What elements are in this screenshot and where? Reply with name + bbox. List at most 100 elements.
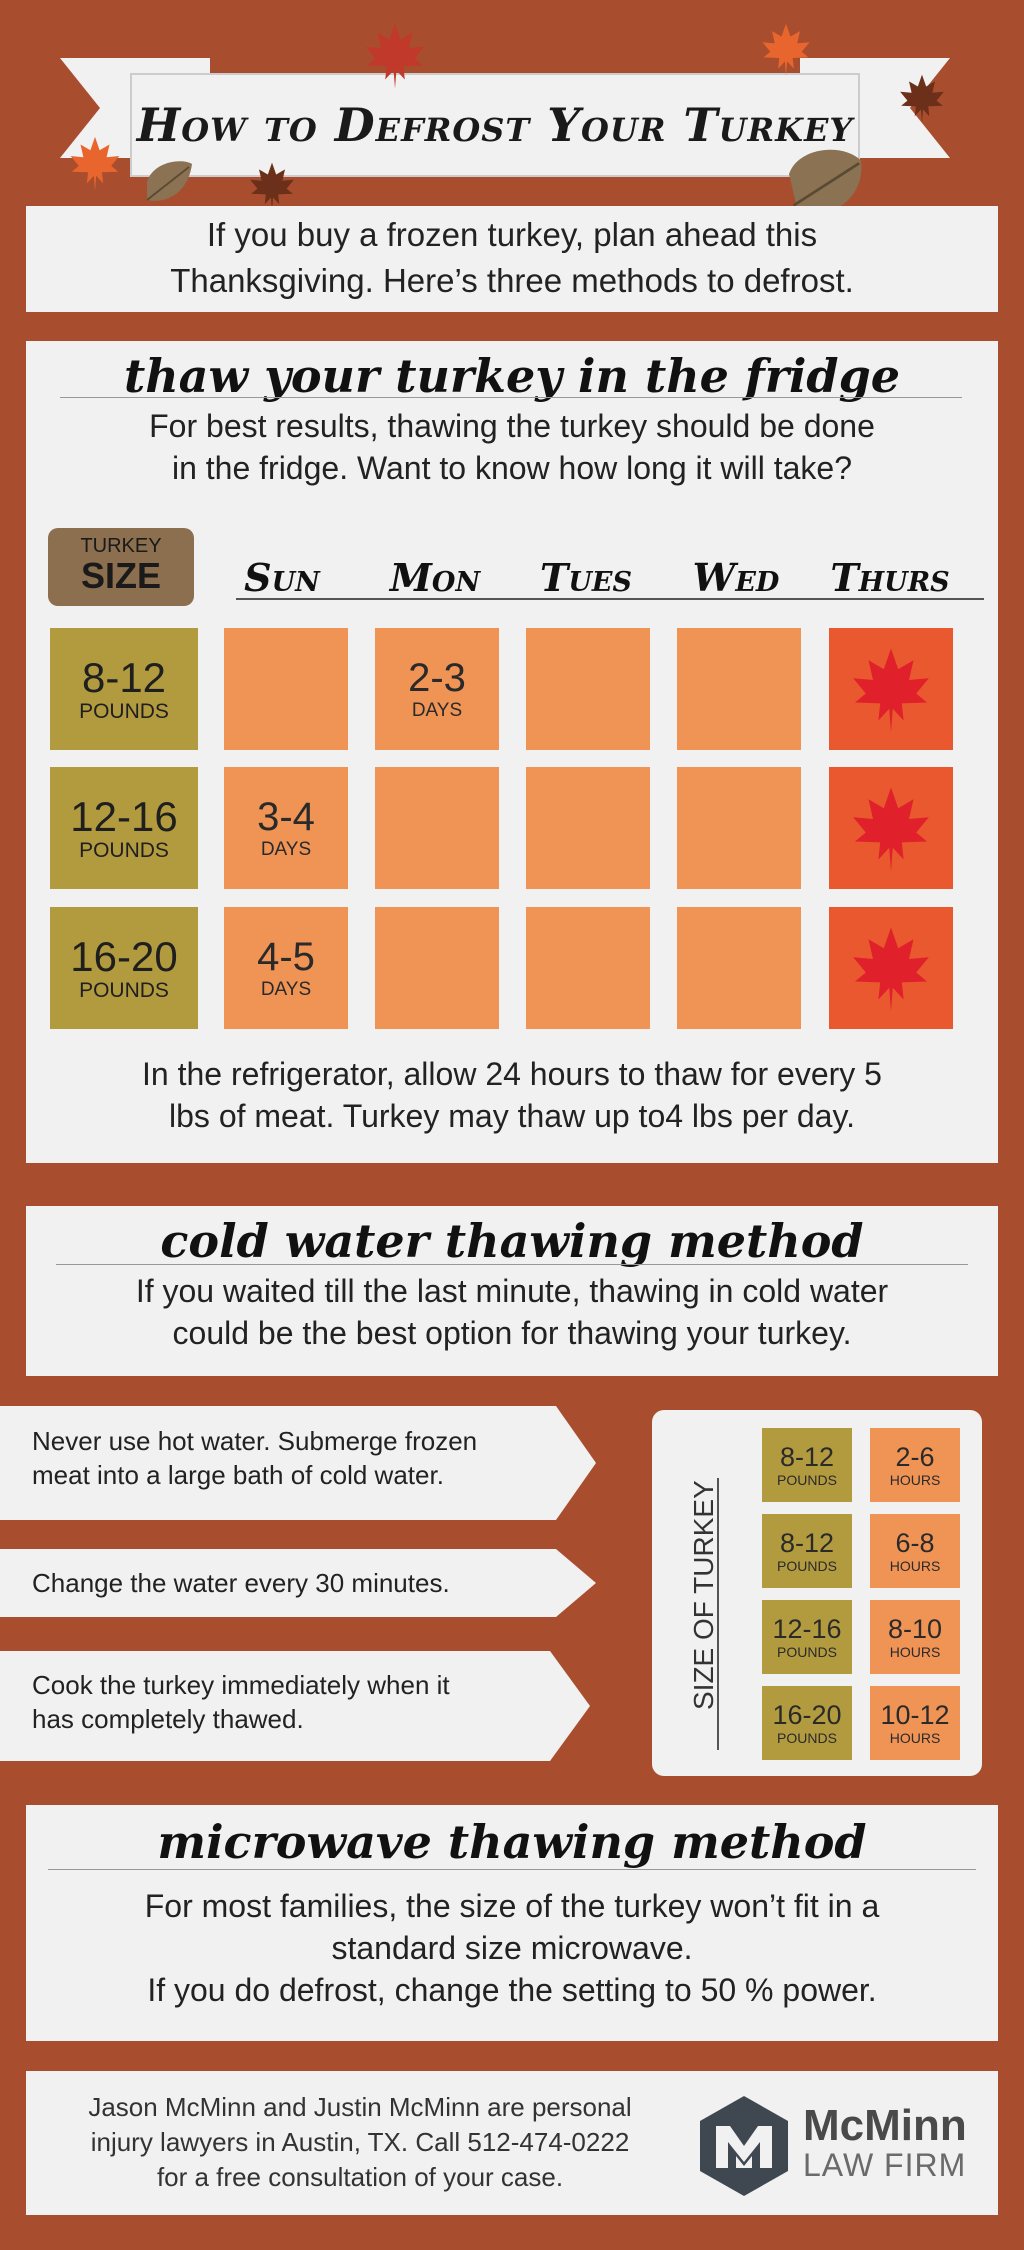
weight-cell: 12-16 POUNDS [50, 767, 198, 889]
time-unit: HOURS [889, 1558, 941, 1574]
fridge-note-line: In the refrigerator, allow 24 hours to t… [142, 1056, 882, 1092]
time-cell: 8-10 HOURS [870, 1600, 960, 1674]
time-cell: 2-6 HOURS [870, 1428, 960, 1502]
weight-value: 16-20 [772, 1700, 842, 1730]
title-banner: How to Defrost Your Turkey [130, 73, 860, 177]
day-cell [677, 628, 801, 750]
tip-arrow-shape [0, 1549, 596, 1617]
footer-line: Jason McMinn and Justin McMinn are perso… [88, 2092, 632, 2122]
day-cell [526, 767, 650, 889]
thaw-duration-unit: DAYS [411, 700, 463, 721]
cold-water-section: cold water thawing method If you waited … [26, 1206, 998, 1376]
tip-line: meat into a large bath of cold water. [32, 1460, 444, 1490]
intro-text: If you buy a frozen turkey, plan ahead t… [26, 206, 998, 304]
microwave-title-rule [48, 1869, 976, 1870]
fridge-description: For best results, thawing the turkey sho… [26, 405, 998, 489]
fridge-section: thaw your turkey in the fridge For best … [26, 341, 998, 1163]
thursday-cell [829, 628, 953, 750]
footer-text: Jason McMinn and Justin McMinn are perso… [40, 2090, 680, 2195]
weight-cell: 8-12 POUNDS [50, 628, 198, 750]
size-of-turkey-rule [717, 1478, 719, 1750]
weight-value: 12-16 [70, 793, 178, 840]
cold-water-title: cold water thawing method [160, 1214, 864, 1268]
maple-leaf-icon [250, 162, 294, 211]
maple-leaf-icon [853, 927, 929, 1012]
size-of-turkey-label: SIZE OF TURKEY [688, 1480, 719, 1710]
microwave-description-line: standard size microwave. [331, 1930, 693, 1966]
weight-value: 8-12 [779, 1528, 835, 1558]
time-unit: HOURS [889, 1730, 941, 1746]
day-cell [375, 767, 499, 889]
tip-arrow-shape [0, 1651, 590, 1761]
day-cell [526, 907, 650, 1029]
day-cell [375, 907, 499, 1029]
tip-item: Change the water every 30 minutes. [32, 1566, 450, 1600]
weight-cell: 8-12 POUNDS [762, 1428, 852, 1502]
weight-cell: 12-16 POUNDS [762, 1600, 852, 1674]
maple-leaf-icon [365, 23, 425, 89]
leaf-icon [789, 149, 862, 214]
page-title: How to Defrost Your Turkey [136, 98, 854, 152]
maple-leaf-icon [70, 136, 120, 191]
intro-panel: If you buy a frozen turkey, plan ahead t… [26, 206, 998, 312]
weight-unit: POUNDS [777, 1472, 837, 1488]
tip-line: has completely thawed. [32, 1704, 304, 1734]
thaw-duration-unit: DAYS [260, 979, 312, 1000]
time-value: 8-10 [887, 1614, 943, 1644]
tip-item: Cook the turkey immediately when it has … [32, 1668, 450, 1736]
time-unit: HOURS [889, 1644, 941, 1660]
leaf-icon [146, 161, 192, 201]
weight-value: 16-20 [70, 933, 178, 980]
fridge-description-line: For best results, thawing the turkey sho… [149, 408, 875, 444]
weight-cell: 16-20 POUNDS [50, 907, 198, 1029]
day-cell: 4-5 DAYS [224, 907, 348, 1029]
day-cell [677, 907, 801, 1029]
day-header-tues: Tues [540, 555, 632, 600]
intro-line: If you buy a frozen turkey, plan ahead t… [206, 216, 818, 253]
fridge-note: In the refrigerator, allow 24 hours to t… [26, 1053, 998, 1137]
day-header-rule [236, 598, 984, 600]
day-header-mon: Mon [389, 555, 481, 600]
day-header-wed: Wed [692, 555, 780, 600]
thaw-duration: 3-4 [257, 795, 315, 839]
fridge-note-line: lbs of meat. Turkey may thaw up to4 lbs … [169, 1098, 855, 1134]
thursday-cell [829, 907, 953, 1029]
weight-unit: POUNDS [79, 979, 169, 1002]
thursday-cell [829, 767, 953, 889]
thaw-duration: 2-3 [408, 656, 466, 700]
footer-line: injury lawyers in Austin, TX. Call 512-4… [90, 2127, 630, 2157]
time-cell: 6-8 HOURS [870, 1514, 960, 1588]
day-cell [677, 767, 801, 889]
microwave-description-line: For most families, the size of the turke… [144, 1888, 880, 1924]
size-badge-title: SIZE [80, 555, 161, 596]
maple-leaf-icon [853, 787, 929, 872]
maple-leaf-icon [762, 23, 810, 76]
time-value: 2-6 [895, 1442, 935, 1472]
cold-water-description: If you waited till the last minute, thaw… [26, 1270, 998, 1354]
weight-value: 8-12 [81, 654, 167, 701]
weight-value: 12-16 [772, 1614, 842, 1644]
weight-unit: POUNDS [777, 1730, 837, 1746]
maple-leaf-icon [853, 648, 929, 733]
cold-water-description-line: If you waited till the last minute, thaw… [135, 1273, 889, 1309]
logo-name: McMinn [803, 2101, 967, 2150]
footer-panel [26, 2071, 998, 2215]
microwave-title: microwave thawing method [157, 1815, 867, 1869]
tip-arrow-shape [0, 1406, 596, 1520]
day-cell: 3-4 DAYS [224, 767, 348, 889]
maple-leaf-icon [900, 74, 944, 123]
day-cell [526, 628, 650, 750]
size-badge-label: TURKEY [80, 535, 162, 557]
cold-water-description-line: could be the best option for thawing you… [172, 1315, 852, 1351]
time-value: 10-12 [880, 1700, 950, 1730]
weight-unit: POUNDS [79, 700, 169, 723]
tip-line: Cook the turkey immediately when it [32, 1670, 450, 1700]
thaw-duration: 4-5 [257, 935, 315, 979]
logo-subtitle: LAW FIRM [803, 2147, 967, 2183]
microwave-description-line: If you do defrost, change the setting to… [147, 1972, 877, 2008]
intro-line: Thanksgiving. Here’s three methods to de… [170, 262, 854, 299]
time-unit: HOURS [889, 1472, 941, 1488]
thaw-duration-unit: DAYS [260, 839, 312, 860]
microwave-section: microwave thawing method For most famili… [26, 1805, 998, 2041]
time-value: 6-8 [895, 1528, 935, 1558]
